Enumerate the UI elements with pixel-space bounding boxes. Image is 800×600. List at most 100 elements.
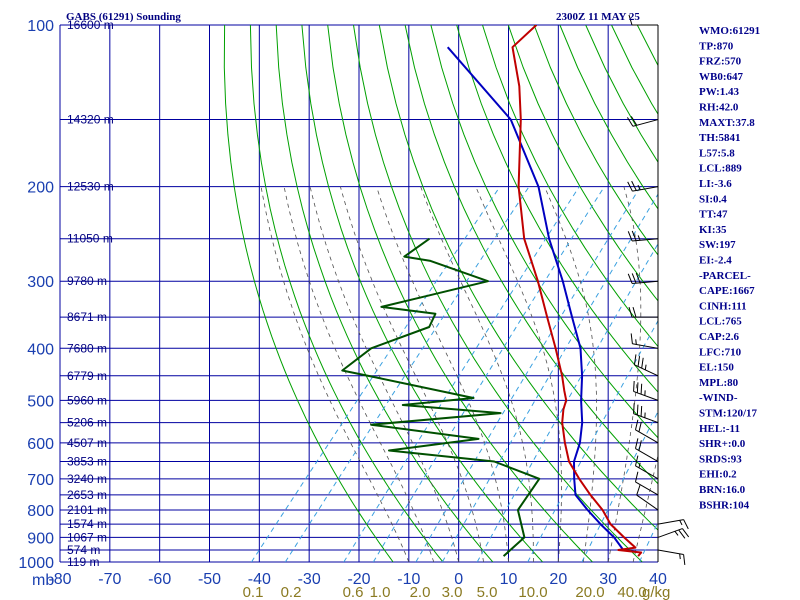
wind-barb-flag [640, 405, 643, 417]
dry-adiabat-line [430, 25, 658, 439]
wind-barb-shaft [632, 119, 659, 127]
wind-barb-flag [627, 181, 633, 192]
temperature-tick-label: -50 [198, 571, 221, 588]
dry-adiabat-line [482, 25, 658, 348]
wind-barb-flag [627, 231, 633, 242]
index-line: FRZ:570 [699, 56, 742, 68]
index-line: KI:35 [699, 224, 727, 236]
dry-adiabat-line [353, 25, 643, 562]
wind-barb-shaft [633, 390, 659, 401]
pressure-tick-label: 200 [27, 180, 54, 197]
moist-adiabat-line [632, 453, 658, 562]
wind-barb-shaft [635, 465, 659, 480]
index-line: CAP:2.6 [699, 331, 740, 343]
mixing-ratio-line [251, 186, 501, 562]
wind-barb [636, 484, 659, 511]
wind-barb-half-flag [679, 553, 681, 560]
index-line: LI:-3.6 [699, 178, 732, 190]
height-label: 4507 m [67, 436, 107, 450]
height-label: 7680 m [67, 341, 107, 355]
wind-barb-shaft [632, 280, 659, 284]
wind-barb-flag [636, 382, 639, 393]
temperature-tick-label: 30 [599, 571, 617, 588]
wind-barb [657, 519, 689, 530]
height-label: 1574 m [67, 517, 107, 531]
wind-barb-half-flag [674, 530, 679, 536]
temperature-tick-label: 0 [454, 571, 463, 588]
index-line: RH:42.0 [699, 102, 739, 114]
mixing-ratio-line [415, 186, 641, 562]
wind-barb-half-flag [637, 235, 641, 241]
index-line: WMO:61291 [699, 25, 760, 37]
mixing-ratio-label: 2.0 [410, 584, 431, 600]
index-line: SRDS:93 [699, 453, 742, 465]
pressure-axis-unit: mb [32, 572, 54, 589]
pressure-tick-label: 100 [27, 18, 54, 35]
index-line: SW:197 [699, 239, 736, 251]
temperature-line [511, 25, 643, 557]
index-line: TP:870 [699, 40, 734, 52]
temperature-tick-label: -40 [248, 571, 271, 588]
height-label: 6779 m [67, 369, 107, 383]
height-label: 3853 m [67, 455, 107, 469]
wind-barb [627, 272, 659, 284]
moist-adiabat-line [283, 186, 435, 562]
mixing-ratio-label: 20.0 [575, 584, 604, 600]
wind-barb [633, 403, 659, 424]
wind-barb-flag [627, 273, 633, 284]
dewpoint-line [341, 237, 541, 557]
wind-barb [627, 180, 659, 192]
index-line: CINH:111 [699, 300, 747, 312]
wind-barb-shaft [633, 413, 659, 424]
mixing-ratio-label: 0.6 [343, 584, 364, 600]
wind-barb-shaft [635, 429, 659, 444]
height-label: 16600 m [67, 18, 114, 32]
mixing-ratio-label: 0.1 [243, 584, 264, 600]
moist-adiabat-line [309, 186, 460, 562]
moist-adiabat-line [260, 186, 410, 562]
index-line: MPL:80 [699, 377, 739, 389]
wind-barb-flag [634, 455, 639, 466]
wind-barb-shaft [635, 448, 659, 462]
wind-barb-flag [683, 519, 689, 530]
dry-adiabat-line [223, 25, 394, 562]
dry-adiabat-line [327, 25, 593, 562]
height-label: 119 m [67, 555, 99, 569]
height-label: 2653 m [67, 488, 107, 502]
moist-adiabat-line [475, 186, 562, 562]
wind-barb-flag [636, 404, 639, 416]
wind-barb-flag [633, 381, 635, 392]
height-label: 5206 m [67, 416, 107, 430]
wind-barb-flag [628, 307, 633, 318]
wind-barb-shaft [636, 494, 659, 511]
pressure-tick-label: 1000 [18, 555, 54, 572]
wind-barb-half-flag [635, 339, 637, 345]
height-label: 1067 m [67, 530, 107, 544]
wind-barb-flag [637, 356, 641, 367]
wind-barb [628, 307, 658, 318]
plot-area [223, 25, 658, 562]
pressure-tick-label: 500 [27, 393, 54, 410]
pressure-tick-label: 600 [27, 436, 54, 453]
temperature-tick-label: -80 [48, 571, 71, 588]
dry-adiabat-line [507, 25, 658, 302]
wind-barb [627, 230, 659, 242]
moist-adiabat-line [340, 186, 484, 562]
temperature-tick-label: -60 [148, 571, 171, 588]
parcel-line [446, 46, 625, 551]
mixing-ratio-unit: g/kg [642, 584, 670, 600]
wind-barb [634, 471, 659, 496]
dry-adiabat-line [533, 25, 658, 256]
wind-barb [633, 381, 659, 401]
index-line: SI:0.4 [699, 193, 727, 205]
index-line: LFC:710 [699, 346, 742, 358]
pressure-tick-label: 400 [27, 341, 54, 358]
wind-barb-half-flag [637, 184, 641, 191]
mixing-ratio-line [527, 319, 658, 562]
moist-adiabat-line [376, 186, 509, 562]
wind-barb-flag [631, 273, 637, 284]
wind-barb-shaft [657, 549, 684, 556]
mixing-ratio-line [638, 520, 658, 562]
mixing-ratio-label: 10.0 [518, 584, 547, 600]
